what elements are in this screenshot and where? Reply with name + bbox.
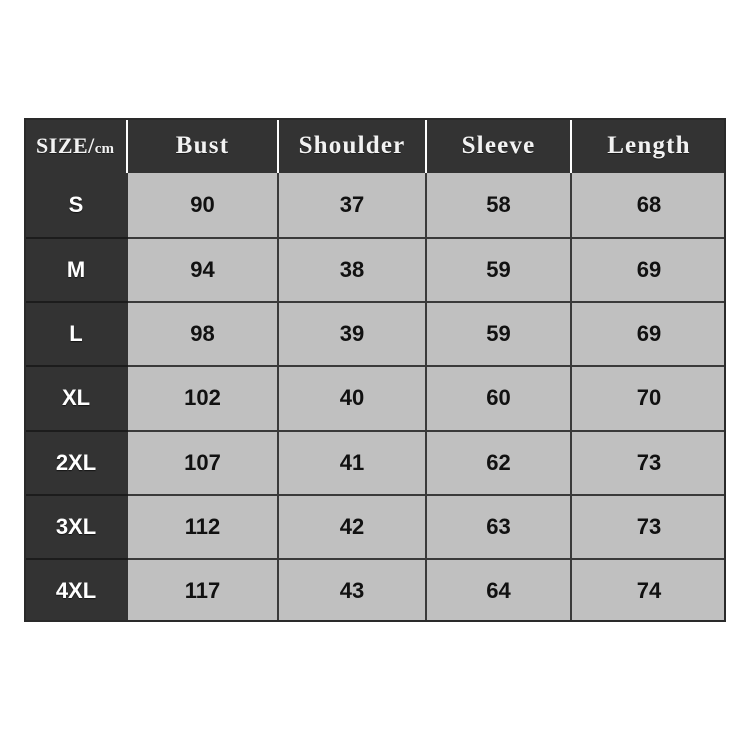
cell-shoulder: 41 <box>279 429 427 494</box>
table-row: 4XL 117 43 64 74 <box>24 557 726 622</box>
cell-bust: 98 <box>128 301 279 366</box>
size-chart-table: SIZE/cm Bust Shoulder Sleeve Length S 90… <box>24 118 726 622</box>
cell-shoulder: 37 <box>279 173 427 238</box>
cell-size: S <box>24 173 128 238</box>
size-chart-container: SIZE/cm Bust Shoulder Sleeve Length S 90… <box>24 118 726 622</box>
cell-length: 74 <box>572 557 726 622</box>
cell-shoulder: 38 <box>279 237 427 302</box>
cell-shoulder: 43 <box>279 557 427 622</box>
cell-bust: 90 <box>128 173 279 238</box>
cell-bust: 112 <box>128 493 279 558</box>
cell-length: 69 <box>572 301 726 366</box>
cell-size: 2XL <box>24 429 128 494</box>
cell-sleeve: 60 <box>427 365 572 430</box>
column-header-shoulder: Shoulder <box>279 118 427 173</box>
cell-bust: 94 <box>128 237 279 302</box>
column-header-size-label: SIZE/ <box>36 132 95 158</box>
table-row: 2XL 107 41 62 73 <box>24 429 726 494</box>
cell-bust: 107 <box>128 429 279 494</box>
table-row: M 94 38 59 69 <box>24 237 726 302</box>
cell-size: M <box>24 237 128 302</box>
cell-sleeve: 62 <box>427 429 572 494</box>
cell-shoulder: 42 <box>279 493 427 558</box>
column-header-sleeve: Sleeve <box>427 118 572 173</box>
cell-sleeve: 59 <box>427 301 572 366</box>
column-header-size: SIZE/cm <box>24 118 128 173</box>
cell-sleeve: 64 <box>427 557 572 622</box>
column-header-length: Length <box>572 118 726 173</box>
header-row: SIZE/cm Bust Shoulder Sleeve Length <box>24 118 726 173</box>
cell-bust: 102 <box>128 365 279 430</box>
table-row: L 98 39 59 69 <box>24 301 726 366</box>
cell-length: 68 <box>572 173 726 238</box>
cell-bust: 117 <box>128 557 279 622</box>
cell-sleeve: 59 <box>427 237 572 302</box>
table-row: S 90 37 58 68 <box>24 173 726 238</box>
table-header: SIZE/cm Bust Shoulder Sleeve Length <box>24 118 726 173</box>
table-row: 3XL 112 42 63 73 <box>24 493 726 558</box>
cell-length: 69 <box>572 237 726 302</box>
cell-length: 70 <box>572 365 726 430</box>
column-header-bust: Bust <box>128 118 279 173</box>
cell-sleeve: 58 <box>427 173 572 238</box>
cell-shoulder: 39 <box>279 301 427 366</box>
cell-size: 3XL <box>24 493 128 558</box>
cell-shoulder: 40 <box>279 365 427 430</box>
table-body: S 90 37 58 68 M 94 38 59 69 L 98 39 59 6… <box>24 173 726 622</box>
cell-size: L <box>24 301 128 366</box>
cell-length: 73 <box>572 493 726 558</box>
cell-sleeve: 63 <box>427 493 572 558</box>
column-header-size-unit: cm <box>94 140 114 157</box>
table-row: XL 102 40 60 70 <box>24 365 726 430</box>
cell-size: 4XL <box>24 557 128 622</box>
cell-length: 73 <box>572 429 726 494</box>
cell-size: XL <box>24 365 128 430</box>
